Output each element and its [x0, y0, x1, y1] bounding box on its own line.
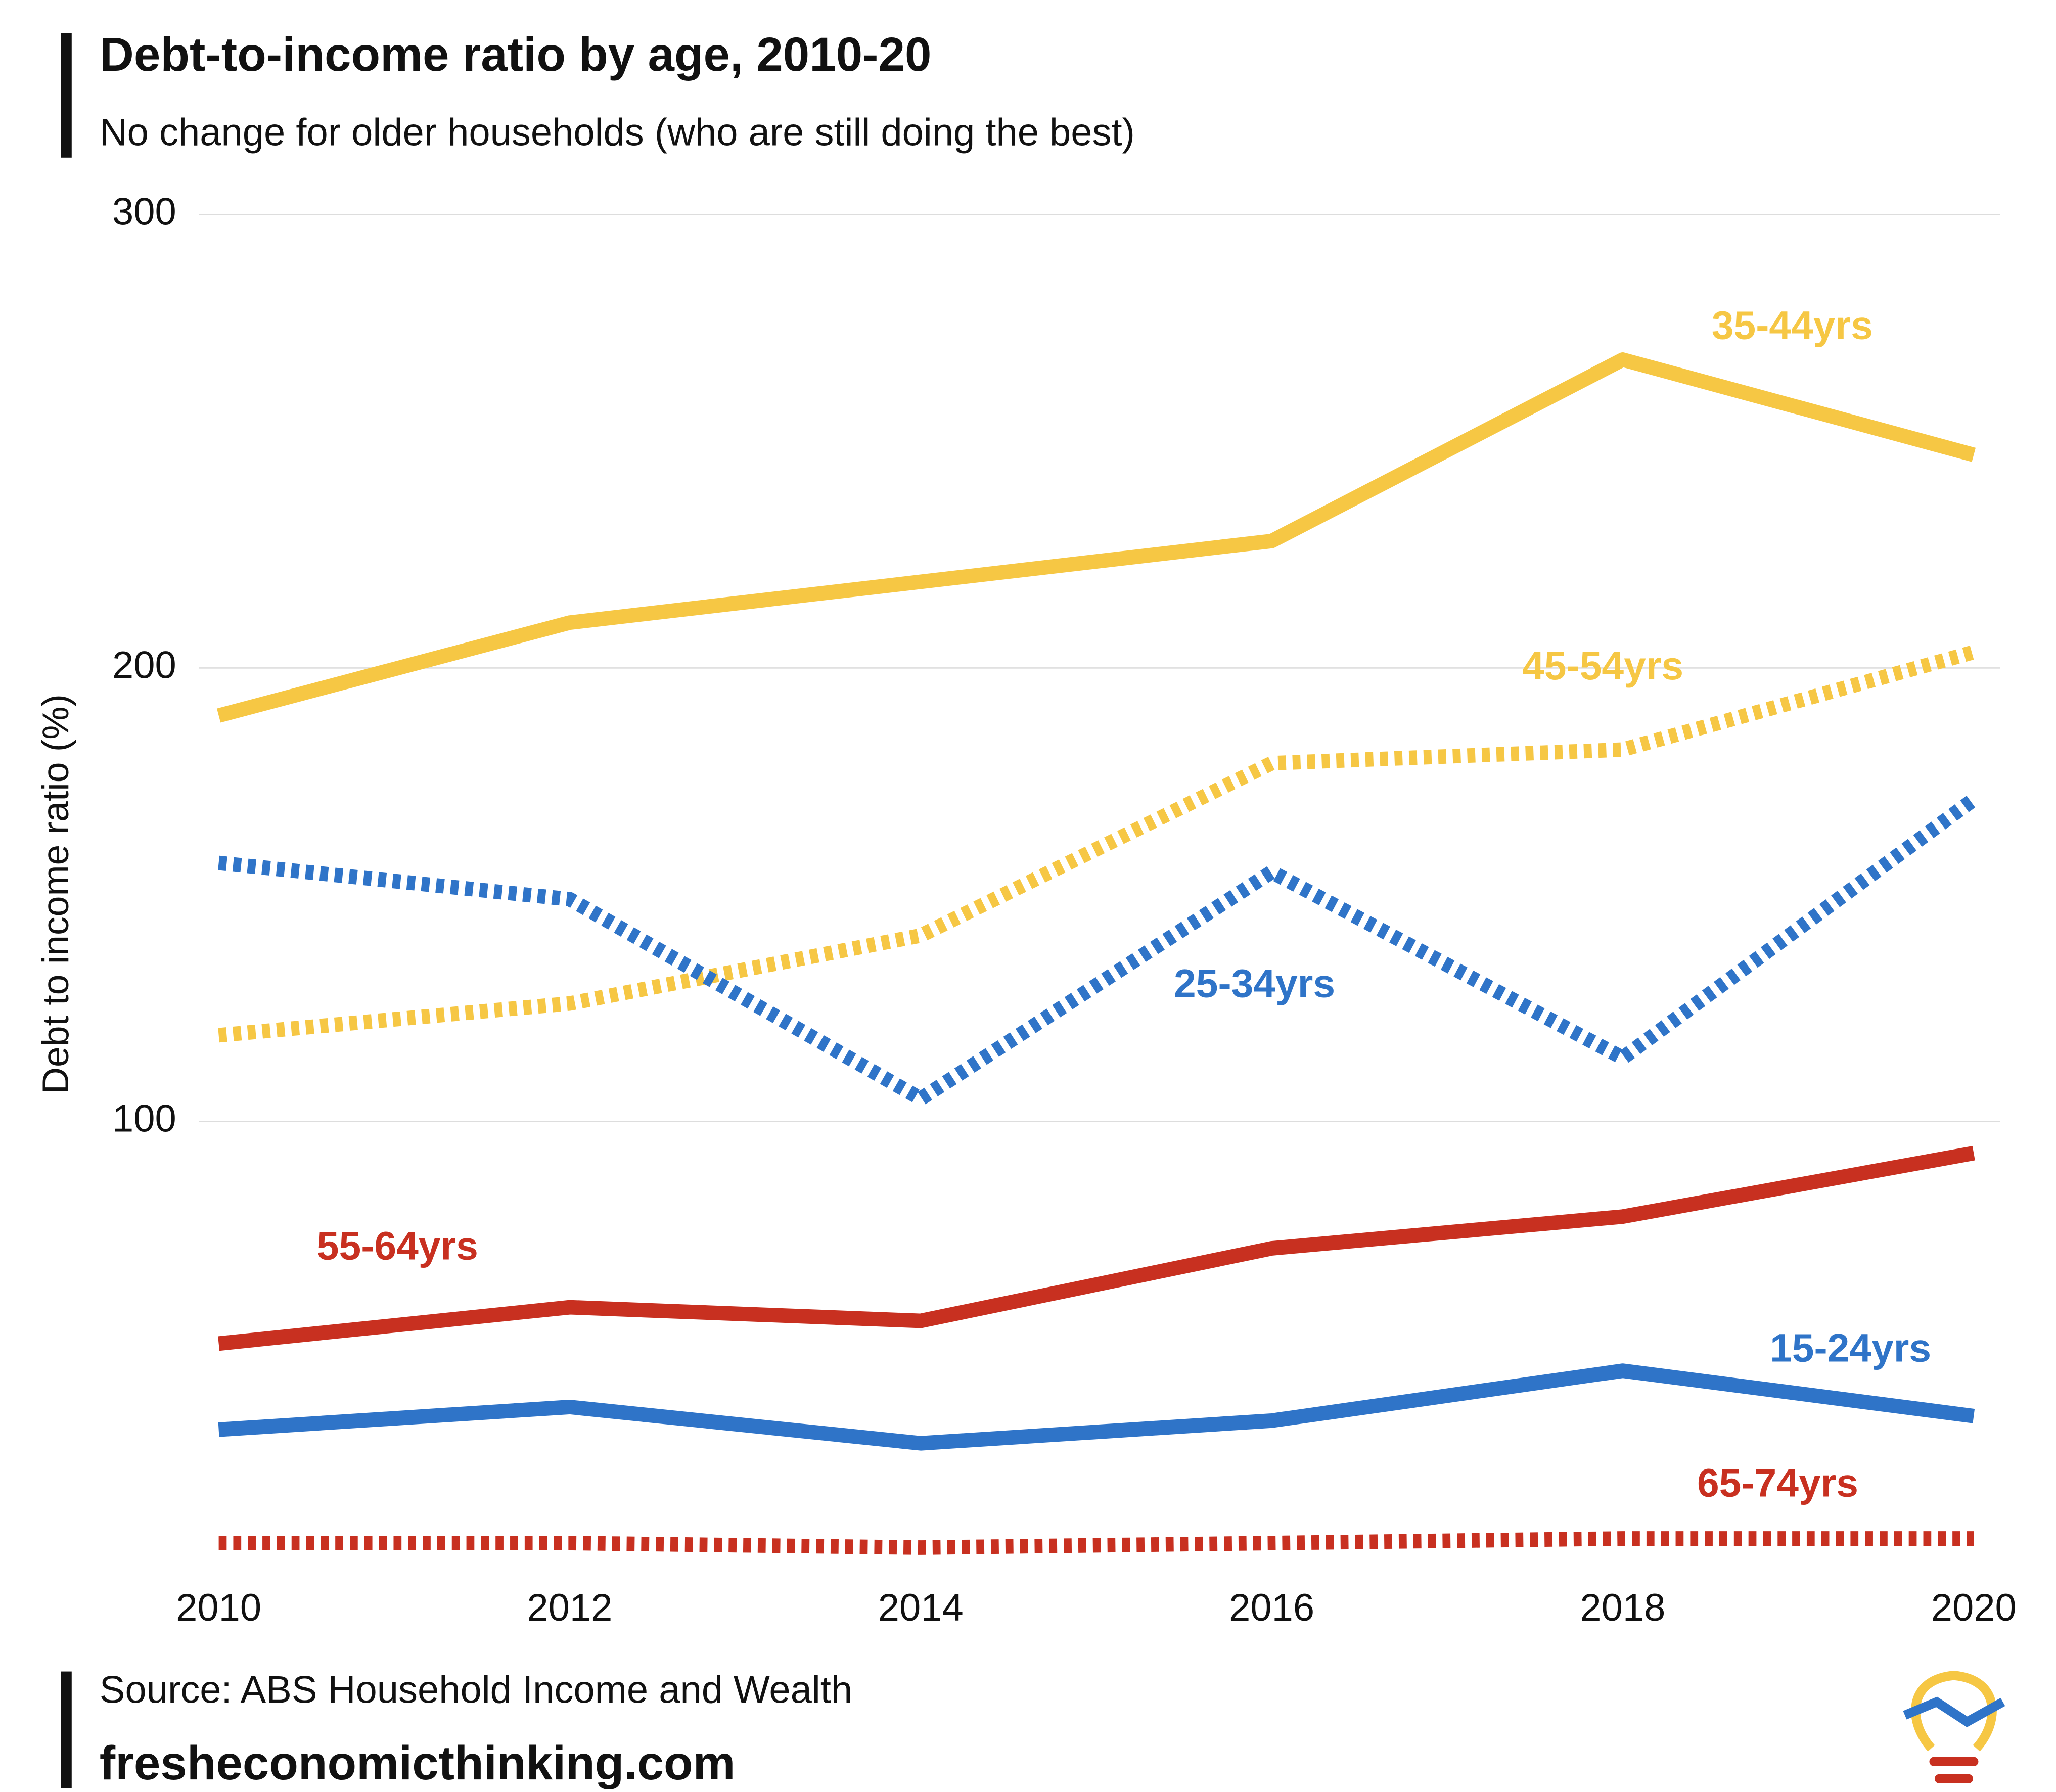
x-tick-label: 2016: [1229, 1586, 1314, 1629]
logo: [1903, 1671, 2005, 1783]
series-label: 35-44yrs: [1712, 303, 1873, 348]
x-tick-label: 2018: [1580, 1586, 1665, 1629]
series-label: 45-54yrs: [1522, 644, 1683, 688]
y-tick-label: 200: [112, 644, 176, 686]
chart-subtitle: No change for older households (who are …: [100, 111, 1135, 154]
website: fresheconomicthinking.com: [100, 1736, 736, 1789]
series-line: [218, 1531, 1974, 1555]
x-tick-label: 2020: [1931, 1586, 2017, 1629]
x-tick-label: 2012: [527, 1586, 612, 1629]
x-tick-label: 2014: [878, 1586, 964, 1629]
footer-bar: [61, 1671, 72, 1788]
y-tick-label: 100: [112, 1097, 176, 1140]
series-line: [218, 1363, 1975, 1451]
series-line: [218, 1145, 1975, 1351]
series-label: 15-24yrs: [1770, 1325, 1931, 1370]
series-line: [216, 352, 1976, 723]
series-label: 55-64yrs: [317, 1224, 478, 1268]
series-label: 65-74yrs: [1697, 1461, 1858, 1505]
source: Source: ABS Household Income and Wealth: [100, 1669, 852, 1712]
series-label: 25-34yrs: [1174, 961, 1335, 1006]
chart-title: Debt-to-income ratio by age, 2010-20: [100, 28, 932, 81]
y-tick-label: 300: [112, 191, 176, 234]
title-bar: [61, 33, 72, 158]
series-line: [218, 793, 1978, 1106]
series-line: [218, 645, 1976, 1043]
x-tick-label: 2010: [176, 1586, 261, 1629]
y-axis-label: Debt to income ratio (%): [35, 694, 76, 1094]
